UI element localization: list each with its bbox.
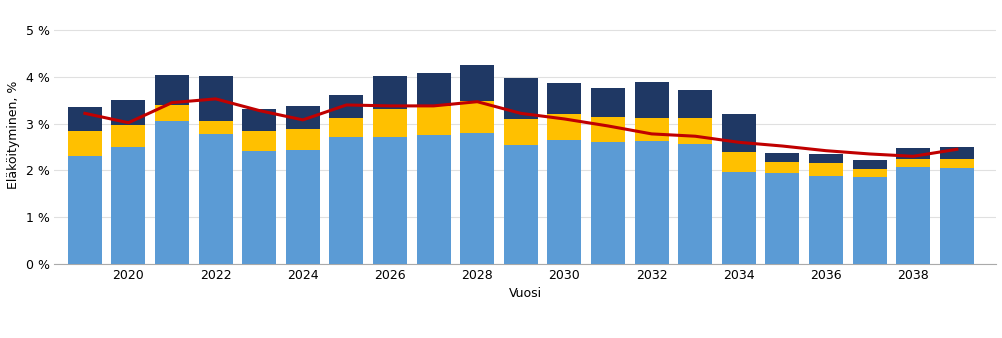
Bar — [939, 168, 973, 264]
Bar — [111, 147, 145, 264]
Bar — [547, 82, 581, 114]
Bar — [416, 135, 450, 264]
Bar — [242, 131, 276, 151]
Bar — [286, 106, 320, 129]
Bar — [677, 118, 711, 144]
Bar — [373, 137, 407, 264]
Bar — [460, 133, 494, 264]
Bar — [416, 106, 450, 135]
Bar — [111, 100, 145, 125]
Bar — [809, 154, 843, 163]
Bar — [329, 95, 363, 118]
Bar — [590, 142, 624, 264]
Bar — [721, 114, 756, 152]
Bar — [634, 141, 668, 264]
Bar — [590, 117, 624, 142]
Bar — [939, 159, 973, 168]
Bar — [460, 65, 494, 101]
Bar — [634, 118, 668, 141]
Bar — [765, 153, 799, 162]
Bar — [460, 101, 494, 133]
Bar — [242, 151, 276, 264]
Bar — [198, 134, 232, 264]
Bar — [329, 137, 363, 264]
Bar — [198, 121, 232, 134]
Bar — [373, 109, 407, 137]
Bar — [155, 121, 189, 264]
Bar — [416, 73, 450, 106]
Bar — [677, 144, 711, 264]
Bar — [155, 75, 189, 105]
Bar — [68, 130, 102, 156]
Bar — [896, 159, 929, 167]
Bar — [765, 162, 799, 173]
Bar — [809, 163, 843, 176]
Bar — [765, 173, 799, 264]
Bar — [503, 119, 537, 145]
Bar — [68, 107, 102, 130]
Bar — [896, 148, 929, 159]
Bar — [939, 147, 973, 159]
Bar — [721, 172, 756, 264]
Bar — [242, 109, 276, 131]
Bar — [634, 81, 668, 118]
Bar — [852, 169, 886, 177]
Bar — [286, 129, 320, 150]
Bar — [547, 140, 581, 264]
Bar — [503, 78, 537, 119]
Bar — [503, 145, 537, 264]
Bar — [590, 88, 624, 117]
Bar — [852, 160, 886, 169]
X-axis label: Vuosi: Vuosi — [508, 287, 541, 300]
Bar — [68, 156, 102, 264]
Bar — [373, 76, 407, 109]
Bar — [809, 176, 843, 264]
Bar — [896, 167, 929, 264]
Bar — [155, 105, 189, 121]
Bar — [721, 152, 756, 172]
Bar — [677, 90, 711, 118]
Bar — [286, 150, 320, 264]
Bar — [329, 118, 363, 137]
Bar — [198, 76, 232, 121]
Y-axis label: Eläköityminen, %: Eläköityminen, % — [7, 81, 20, 190]
Bar — [111, 125, 145, 147]
Bar — [547, 114, 581, 140]
Bar — [852, 177, 886, 264]
